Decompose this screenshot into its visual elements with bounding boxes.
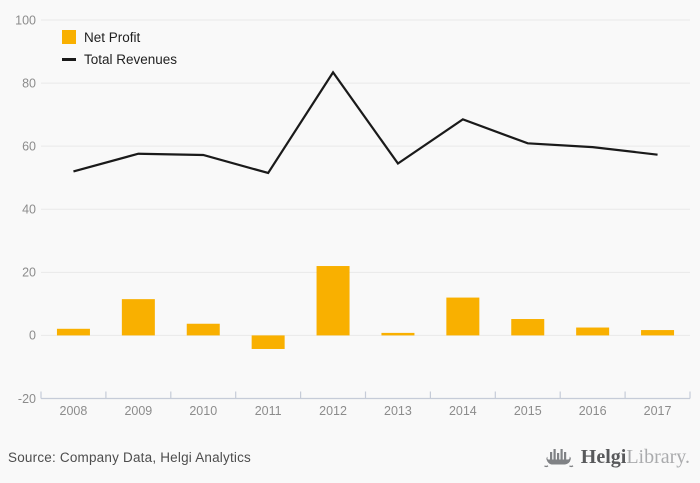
legend-label-net-profit: Net Profit <box>84 29 141 45</box>
logo-library: Library. <box>626 446 690 468</box>
bar-2014 <box>446 297 480 336</box>
legend-item-net-profit: Net Profit <box>62 26 177 48</box>
legend-label-total-revenues: Total Revenues <box>84 51 178 67</box>
total-revenues-line-icon <box>62 57 76 61</box>
y-tick-label-0: 0 <box>29 329 36 343</box>
x-tick-label-2009: 2009 <box>124 404 152 418</box>
x-tick-label-2014: 2014 <box>449 404 477 418</box>
x-tick-label-2011: 2011 <box>255 404 282 418</box>
net-profit-swatch-icon <box>62 30 76 44</box>
bar-2015 <box>511 319 545 336</box>
bar-2011 <box>251 335 285 349</box>
y-tick-label-20: 20 <box>22 266 36 280</box>
y-tick-label-60: 60 <box>22 139 36 153</box>
y-tick-label-80: 80 <box>22 76 36 90</box>
y-tick-label--20: -20 <box>18 392 36 406</box>
legend: Net Profit Total Revenues <box>62 26 177 70</box>
bar-2017 <box>641 330 675 336</box>
x-tick-label-2010: 2010 <box>189 404 217 418</box>
total-revenues-line <box>73 70 658 175</box>
x-tick-label-2012: 2012 <box>319 404 347 418</box>
x-tick-label-2016: 2016 <box>579 404 607 418</box>
x-tick-label-2008: 2008 <box>60 404 88 418</box>
bar-2009 <box>121 299 155 336</box>
y-tick-label-100: 100 <box>15 13 36 27</box>
viking-ship-icon <box>543 448 574 467</box>
y-tick-label-40: 40 <box>22 203 36 217</box>
chart-canvas: 100 80 60 40 20 0 -20 2008 2009 2010 2011 2012 2013 2… <box>15 13 691 418</box>
legend-item-total-revenues: Total Revenues <box>62 48 177 70</box>
x-tick-label-2013: 2013 <box>384 404 412 418</box>
bar-2010 <box>186 323 220 336</box>
x-tick-label-2015: 2015 <box>514 404 542 418</box>
logo-helgi: Helgi <box>580 446 627 468</box>
x-tick-label-2017: 2017 <box>644 404 672 418</box>
helgi-library-logo: HelgiLibrary. <box>542 444 690 472</box>
bar-2012 <box>316 266 350 336</box>
logo-wordmark: HelgiLibrary. <box>581 446 690 469</box>
bar-2008 <box>56 328 90 336</box>
bar-2016 <box>576 327 610 336</box>
footer: Source: Company Data, Helgi Analytics He… <box>0 432 700 483</box>
source-attribution: Source: Company Data, Helgi Analytics <box>8 450 252 465</box>
bar-2013 <box>381 332 415 336</box>
